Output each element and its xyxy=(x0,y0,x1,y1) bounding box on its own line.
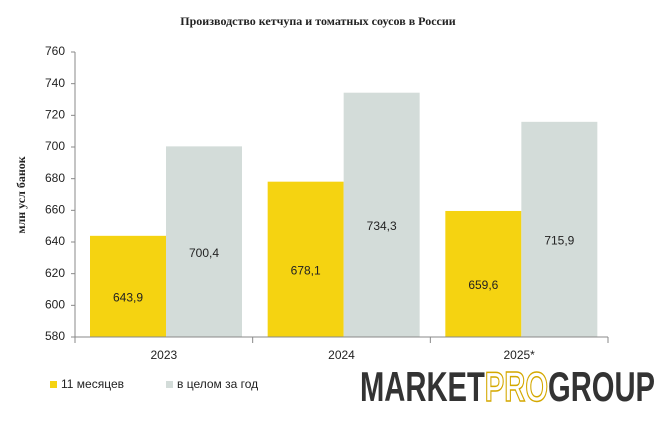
y-axis-label: млн усл банок xyxy=(14,156,28,233)
x-tick-label: 2025* xyxy=(503,348,535,362)
legend-swatch xyxy=(166,381,173,388)
bar xyxy=(343,92,420,337)
bar xyxy=(521,121,598,337)
value-label: 734,3 xyxy=(367,219,397,233)
y-tick-label: 700 xyxy=(45,139,65,153)
y-tick-label: 740 xyxy=(45,76,65,90)
value-label: 700,4 xyxy=(189,246,219,260)
logo-part: GROUP xyxy=(548,363,655,410)
y-tick-label: 640 xyxy=(45,234,65,248)
logo-part: PRO xyxy=(485,363,548,410)
value-label: 715,9 xyxy=(544,234,574,248)
bar xyxy=(90,235,166,337)
legend-label: 11 месяцев xyxy=(61,377,124,391)
legend-label: в целом за год xyxy=(177,377,258,391)
logo-part: MARKET xyxy=(360,363,485,410)
bar xyxy=(445,210,522,337)
x-tick-label: 2023 xyxy=(150,348,177,362)
y-tick-label: 680 xyxy=(45,171,65,185)
logo: MARKETPROGROUP xyxy=(360,363,655,410)
y-tick-label: 660 xyxy=(45,203,65,217)
bar xyxy=(166,146,242,337)
y-tick-label: 720 xyxy=(45,108,65,122)
y-tick-label: 760 xyxy=(45,44,65,58)
x-tick-label: 2024 xyxy=(328,348,355,362)
bar xyxy=(267,181,344,337)
legend-swatch xyxy=(50,381,57,388)
value-label: 659,6 xyxy=(468,278,498,292)
y-tick-label: 620 xyxy=(45,266,65,280)
chart-title: Производство кетчупа и томатных соусов в… xyxy=(180,14,455,28)
value-label: 678,1 xyxy=(291,264,321,278)
y-tick-label: 580 xyxy=(45,329,65,343)
y-tick-label: 600 xyxy=(45,298,65,312)
value-label: 643,9 xyxy=(113,291,143,305)
